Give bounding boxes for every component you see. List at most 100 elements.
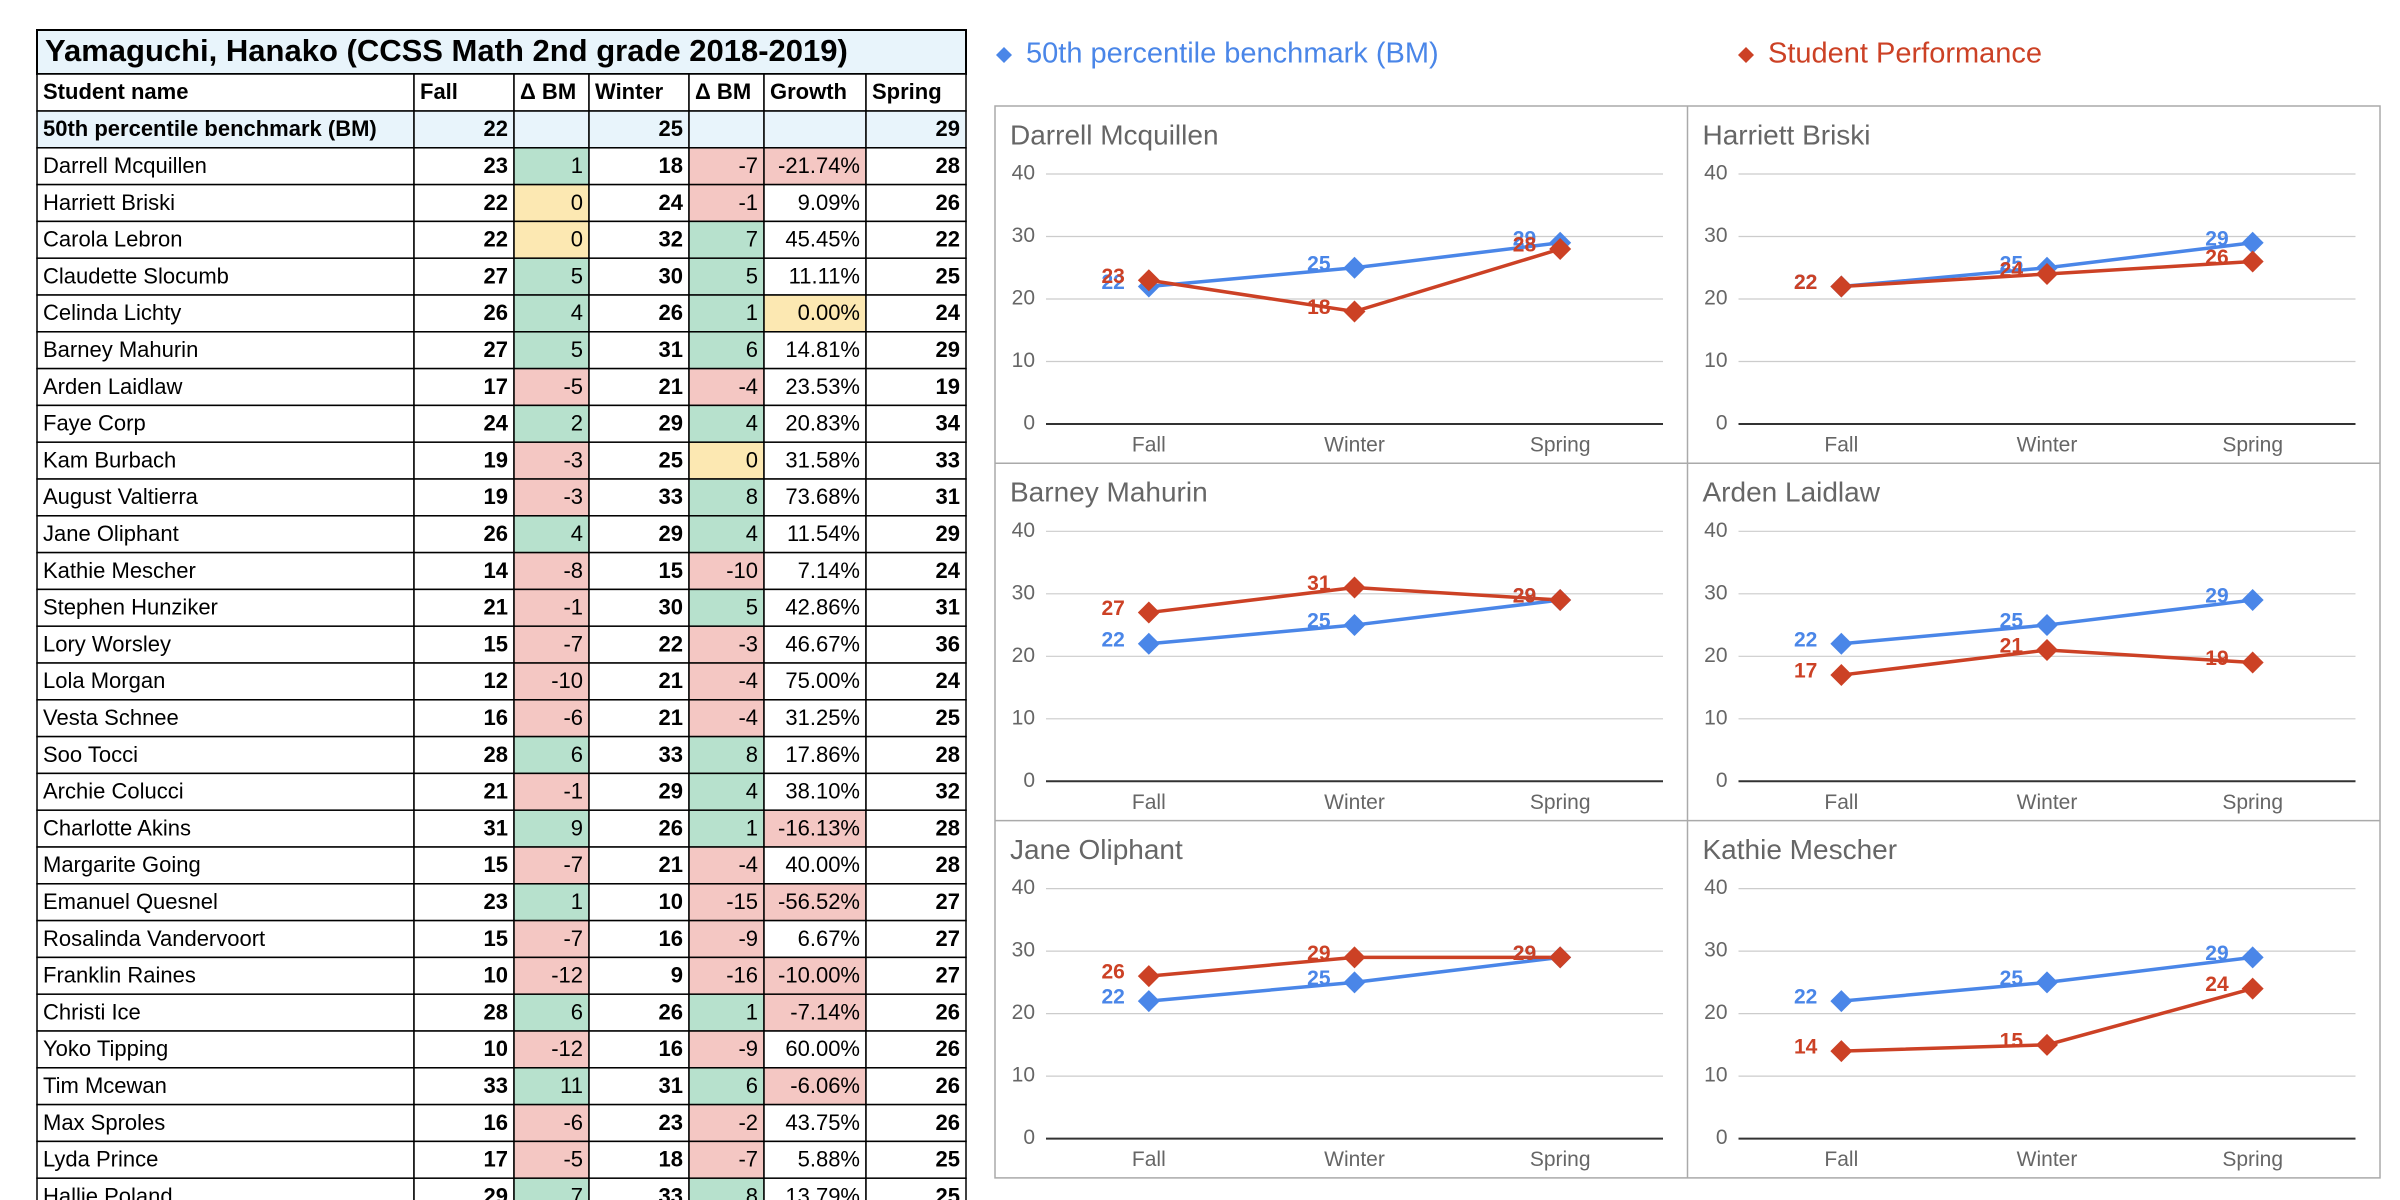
legend-label: 50th percentile benchmark (BM) [1026, 38, 1439, 70]
table-cell [588, 367, 690, 407]
table-cell [413, 367, 515, 407]
table-title: Yamaguchi, Hanako (CCSS Math 2nd grade 2… [45, 33, 848, 68]
student-name: Jane Oliphant [43, 521, 179, 546]
student-name: Lola Morgan [43, 668, 165, 693]
data-label: 29 [1513, 942, 1536, 965]
cell-value: 26 [936, 190, 960, 215]
data-label: 23 [1101, 265, 1124, 288]
student-name: Max Sproles [43, 1110, 165, 1135]
cell-value: 73.68% [785, 484, 860, 509]
cell-value: 17.86% [785, 742, 860, 767]
table-cell [865, 699, 967, 738]
student-name: Claudette Slocumb [43, 263, 229, 288]
data-label: 22 [1101, 628, 1124, 651]
table-cell [513, 404, 590, 443]
cell-value: 26 [659, 999, 683, 1024]
cell-value: 11.54% [787, 521, 860, 546]
table-cell [413, 956, 515, 995]
cell-value: 42.86% [785, 595, 860, 620]
table-cell [588, 735, 690, 775]
point-marker [1830, 1040, 1853, 1063]
table-cell [513, 147, 590, 186]
table-cell [763, 478, 867, 517]
chart-title: Barney Mahurin [1010, 477, 1208, 508]
cell-value: 28 [936, 815, 960, 840]
cell-value: 27 [936, 926, 960, 951]
table-cell [688, 1103, 765, 1143]
table-cell [588, 846, 690, 885]
point-marker [1343, 576, 1366, 599]
student-name: Darrell Mcquillen [43, 153, 207, 178]
cell-value: -56.52% [778, 889, 860, 914]
cell-value: -10 [551, 668, 583, 693]
y-tick-label: 40 [1704, 519, 1727, 542]
cell-value: 6 [746, 337, 758, 362]
x-tick-label: Fall [1824, 1148, 1858, 1171]
header-cell [413, 73, 515, 112]
student-name: Kam Burbach [43, 447, 176, 472]
cell-value: 26 [484, 521, 508, 546]
cell-value: 25 [936, 1147, 960, 1172]
chart-title: Arden Laidlaw [1703, 477, 1881, 508]
cell-value: -9 [738, 926, 758, 951]
table-cell [413, 1140, 515, 1179]
cell-value: 19 [936, 374, 960, 399]
point-marker [1343, 300, 1366, 323]
student-name: Lory Worsley [43, 631, 171, 656]
table-cell [865, 331, 967, 370]
cell-value: 6.67% [798, 926, 860, 951]
point-marker [1137, 601, 1160, 624]
cell-value: 26 [936, 1110, 960, 1135]
x-tick-label: Fall [1824, 434, 1858, 457]
data-label: 29 [1513, 942, 1536, 965]
header-label: Δ BM [695, 79, 751, 104]
cell-value: 11.11% [789, 263, 860, 288]
cell-value: 24 [659, 190, 684, 215]
table-cell [763, 183, 867, 223]
table-cell [513, 1067, 590, 1106]
table-cell [36, 993, 415, 1032]
table-cell [513, 735, 590, 775]
cell-value: 29 [936, 116, 960, 141]
cell-value: -7 [738, 153, 758, 178]
chart-title: Jane Oliphant [1010, 834, 1183, 865]
x-tick-label: Winter [2017, 1148, 2078, 1171]
student-name: Soo Tocci [43, 742, 138, 767]
cell-value: 22 [659, 631, 683, 656]
table-cell [36, 331, 415, 370]
data-label: 22 [1794, 628, 1817, 651]
cell-value: 10 [484, 1036, 508, 1061]
table-cell [865, 404, 967, 443]
y-tick-label: 0 [1023, 769, 1035, 792]
cell-value: -12 [551, 963, 583, 988]
student-name: Charlotte Akins [43, 815, 191, 840]
cell-value: 25 [936, 263, 960, 288]
table-cell [413, 772, 515, 811]
header-label: Student name [43, 79, 188, 104]
cell-value: 30 [659, 595, 683, 620]
cell-value: 16 [659, 926, 683, 951]
table-cell [763, 1140, 867, 1179]
y-tick-label: 0 [1716, 412, 1728, 435]
cell-value: 7 [746, 227, 758, 252]
cell-value: 18 [659, 1147, 683, 1172]
student-name: Christi Ice [43, 999, 141, 1024]
x-tick-label: Fall [1132, 434, 1166, 457]
cell-value: 19 [484, 447, 508, 472]
cell-value: -6 [563, 705, 583, 730]
cell-value: 28 [936, 852, 960, 877]
header-cell [36, 73, 415, 112]
cell-value: 31 [484, 815, 508, 840]
cell-value: 31.25% [785, 705, 860, 730]
data-label: 29 [1513, 227, 1536, 250]
cell-value: 10 [484, 963, 508, 988]
table-cell [36, 772, 415, 811]
table-cell [865, 257, 967, 296]
table-cell [588, 331, 690, 370]
cell-value: -7 [563, 631, 583, 656]
data-label: 21 [2000, 635, 2024, 658]
table-cell [588, 515, 690, 554]
table-cell [688, 809, 765, 848]
cell-value: -4 [738, 852, 758, 877]
table-cell [688, 588, 765, 627]
